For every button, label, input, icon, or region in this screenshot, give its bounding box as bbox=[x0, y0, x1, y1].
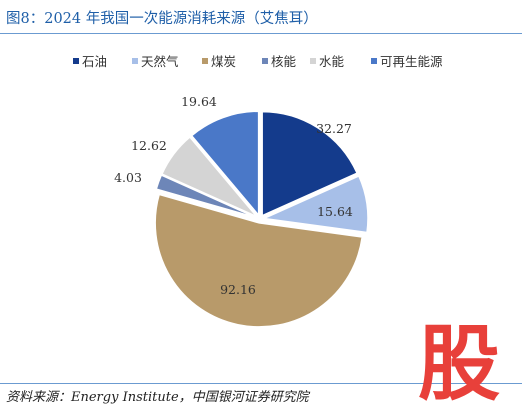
data-label-0: 32.27 bbox=[316, 121, 352, 136]
legend-swatch-2 bbox=[202, 58, 208, 64]
legend-label-0: 石油 bbox=[82, 54, 107, 69]
pie-slice-0 bbox=[261, 110, 359, 217]
legend: 石油 天然气 煤炭 核能 水能 可再生能源 bbox=[73, 54, 443, 69]
brand-logo-glyph: 股 bbox=[418, 318, 500, 404]
pie-slices bbox=[154, 110, 369, 328]
data-labels: 32.27 15.64 92.16 4.03 12.62 19.64 bbox=[114, 94, 353, 297]
pie-slice-4 bbox=[160, 135, 258, 218]
legend-swatch-5 bbox=[371, 58, 377, 64]
pie-slice-1 bbox=[261, 174, 369, 234]
source-note: 资料来源：Energy Institute，中国银河证券研究院 bbox=[6, 390, 309, 405]
data-label-3: 4.03 bbox=[114, 170, 142, 185]
legend-swatch-3 bbox=[262, 58, 268, 64]
pie-slice-5 bbox=[190, 110, 260, 218]
pie-slice-3 bbox=[155, 174, 257, 219]
pie-slice-2 bbox=[154, 193, 364, 328]
data-label-5: 19.64 bbox=[181, 94, 217, 109]
title-divider bbox=[0, 33, 522, 34]
legend-swatch-1 bbox=[132, 58, 138, 64]
legend-label-3: 核能 bbox=[271, 54, 297, 69]
data-label-4: 12.62 bbox=[131, 138, 167, 153]
legend-swatch-4 bbox=[310, 58, 316, 64]
brand-logo-icon: 股 bbox=[418, 318, 500, 404]
source-divider bbox=[0, 383, 522, 384]
data-label-1: 15.64 bbox=[317, 204, 353, 219]
legend-label-4: 水能 bbox=[319, 54, 345, 69]
legend-label-2: 煤炭 bbox=[211, 54, 236, 69]
data-label-2: 92.16 bbox=[220, 282, 256, 297]
legend-swatch-0 bbox=[73, 58, 79, 64]
pie-chart: 石油 天然气 煤炭 核能 水能 可再生能源 32.27 15.64 92.16 4.03 12.6… bbox=[73, 54, 443, 328]
legend-label-1: 天然气 bbox=[141, 54, 179, 69]
legend-label-5: 可再生能源 bbox=[380, 54, 443, 69]
chart-title: 图8：2024 年我国一次能源消耗来源（艾焦耳） bbox=[6, 11, 318, 27]
